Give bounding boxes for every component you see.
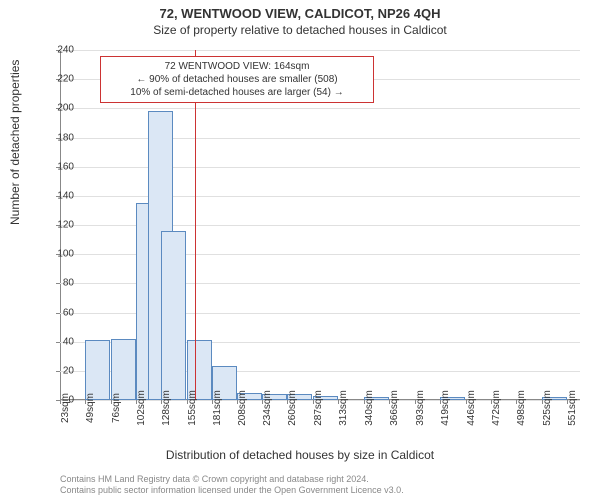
x-tick-label: 23sqm <box>60 393 71 423</box>
annotation-line: 10% of semi-detached houses are larger (… <box>107 86 367 99</box>
footer-attribution: Contains HM Land Registry data © Crown c… <box>60 474 404 496</box>
y-tick-label: 180 <box>44 132 74 143</box>
x-tick-label: 287sqm <box>313 390 324 426</box>
y-tick-label: 100 <box>44 249 74 260</box>
gridline-h <box>60 138 580 139</box>
annotation-line: 72 WENTWOOD VIEW: 164sqm <box>107 60 367 73</box>
x-tick-label: 181sqm <box>212 390 223 426</box>
annotation-line: ← 90% of detached houses are smaller (50… <box>107 73 367 86</box>
x-tick-label: 313sqm <box>338 390 349 426</box>
annotation-box: 72 WENTWOOD VIEW: 164sqm← 90% of detache… <box>100 56 374 103</box>
y-tick-label: 220 <box>44 74 74 85</box>
y-tick-label: 200 <box>44 103 74 114</box>
x-tick-label: 340sqm <box>364 390 375 426</box>
x-tick-label: 472sqm <box>491 390 502 426</box>
page-title: 72, WENTWOOD VIEW, CALDICOT, NP26 4QH <box>0 0 600 21</box>
plot-area: 72 WENTWOOD VIEW: 164sqm← 90% of detache… <box>60 50 580 400</box>
x-tick-label: 551sqm <box>567 390 578 426</box>
x-tick-label: 260sqm <box>287 390 298 426</box>
x-tick-label: 76sqm <box>111 393 122 423</box>
y-tick-label: 140 <box>44 190 74 201</box>
histogram-bar <box>111 339 136 400</box>
footer-line-2: Contains public sector information licen… <box>60 485 404 496</box>
x-axis-label: Distribution of detached houses by size … <box>0 448 600 462</box>
x-tick-label: 155sqm <box>187 390 198 426</box>
x-tick-label: 234sqm <box>262 390 273 426</box>
x-tick-label: 419sqm <box>440 390 451 426</box>
gridline-h <box>60 50 580 51</box>
y-tick-label: 60 <box>44 307 74 318</box>
footer-line-1: Contains HM Land Registry data © Crown c… <box>60 474 404 485</box>
x-tick-label: 49sqm <box>85 393 96 423</box>
histogram-chart: 72 WENTWOOD VIEW: 164sqm← 90% of detache… <box>60 50 580 400</box>
gridline-h <box>60 167 580 168</box>
x-tick-label: 102sqm <box>136 390 147 426</box>
gridline-h <box>60 108 580 109</box>
gridline-h <box>60 196 580 197</box>
y-axis-label: Number of detached properties <box>8 60 22 225</box>
y-tick-label: 160 <box>44 161 74 172</box>
y-tick-label: 240 <box>44 45 74 56</box>
x-tick-label: 446sqm <box>466 390 477 426</box>
x-tick-label: 525sqm <box>542 390 553 426</box>
page-subtitle: Size of property relative to detached ho… <box>0 21 600 37</box>
y-tick-label: 120 <box>44 220 74 231</box>
histogram-bar <box>85 340 110 400</box>
y-tick-label: 80 <box>44 278 74 289</box>
x-tick-label: 128sqm <box>161 390 172 426</box>
histogram-bar <box>161 231 186 400</box>
x-tick-label: 393sqm <box>415 390 426 426</box>
x-tick-label: 208sqm <box>237 390 248 426</box>
y-tick-label: 20 <box>44 365 74 376</box>
y-tick-label: 40 <box>44 336 74 347</box>
x-tick-label: 366sqm <box>389 390 400 426</box>
x-tick-label: 498sqm <box>516 390 527 426</box>
